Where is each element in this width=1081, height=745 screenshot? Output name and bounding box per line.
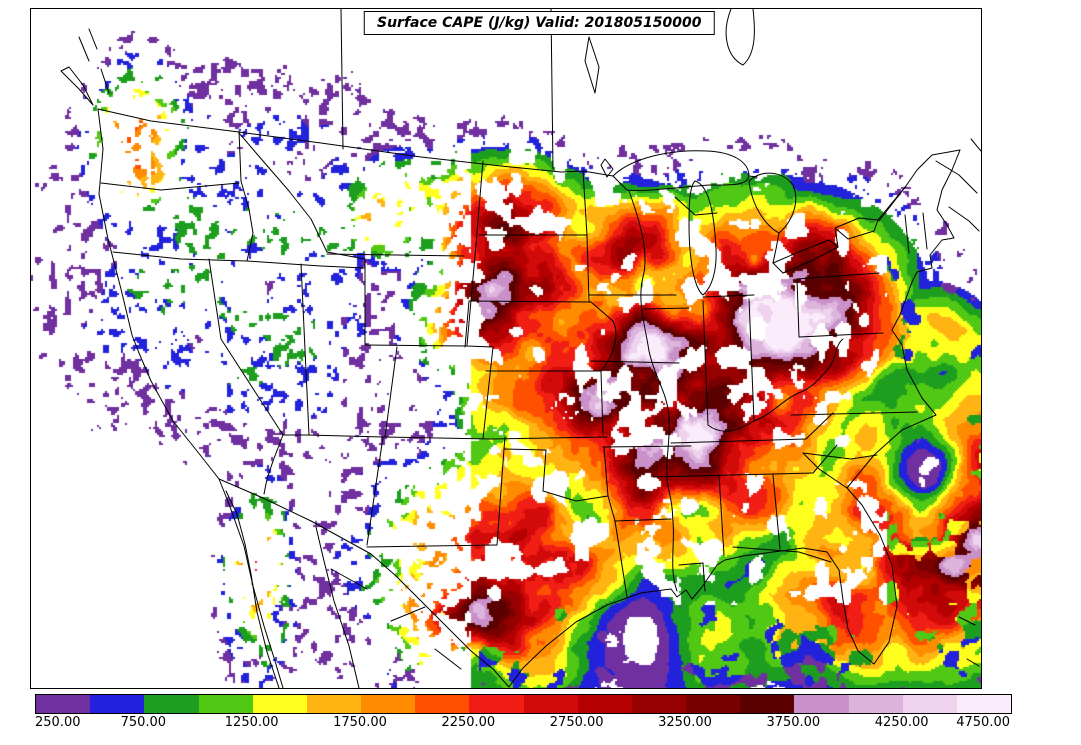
colorbar-segment-17: [956, 695, 1012, 713]
colorbar-tick-label: 1250.00: [224, 715, 279, 730]
cape-field-canvas: [31, 9, 981, 688]
colorbar-segment-7: [415, 695, 470, 713]
colorbar-segment-1: [90, 695, 145, 713]
colorbar-segment-9: [523, 695, 578, 713]
colorbar-segment-0: [36, 695, 91, 713]
map-title-box: Surface CAPE (J/kg) Valid: 201805150000: [364, 11, 715, 35]
colorbar-segment-14: [794, 695, 849, 713]
colorbar-tick-label: 3250.00: [658, 715, 712, 730]
colorbar-segment-12: [686, 695, 741, 713]
colorbar-tick-label: 250.00: [35, 715, 81, 730]
colorbar-segment-2: [144, 695, 199, 713]
colorbar-tick-label: 4250.00: [874, 715, 929, 730]
colorbar-segment-11: [631, 695, 687, 713]
colorbar-tick-label: 4750.00: [956, 715, 1010, 730]
colorbar-segment-6: [361, 695, 416, 713]
map-title: Surface CAPE (J/kg) Valid: 201805150000: [377, 15, 702, 31]
colorbar-segment-15: [848, 695, 903, 713]
colorbar-segment-10: [577, 695, 632, 713]
colorbar-segment-8: [469, 695, 524, 713]
colorbar-tick-label: 1750.00: [333, 715, 387, 730]
map-frame: Surface CAPE (J/kg) Valid: 201805150000: [30, 8, 982, 689]
colorbar-tick-label: 750.00: [120, 715, 167, 730]
colorbar-segment-5: [306, 695, 362, 713]
colorbar-segment-4: [252, 695, 307, 713]
colorbar-segment-3: [198, 695, 253, 713]
colorbar-segment-13: [740, 695, 795, 713]
colorbar-tick-label: 2250.00: [441, 715, 496, 730]
colorbar-tick-label: 2750.00: [549, 715, 604, 730]
colorbar-tick-labels: 250.00 750.00 1250.00 1750.00 2250.00 2750.00…: [35, 715, 1010, 735]
colorbar-segment-16: [902, 695, 957, 713]
colorbar: [35, 694, 1012, 714]
colorbar-tick-label: 3750.00: [766, 715, 821, 730]
